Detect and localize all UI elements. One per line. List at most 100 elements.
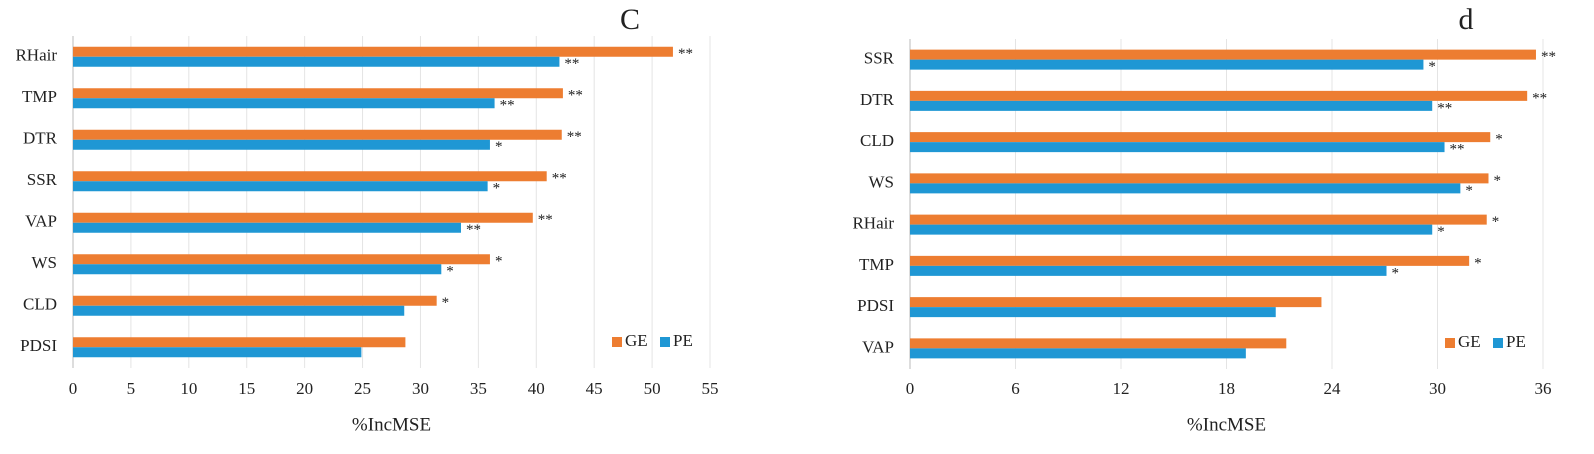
bar — [910, 173, 1489, 184]
y-tick-label: DTR — [860, 90, 895, 109]
y-tick-label: PDSI — [857, 296, 894, 315]
x-axis-label: %IncMSE — [352, 414, 431, 435]
legend-label: PE — [673, 331, 693, 350]
significance-label: * — [1437, 224, 1445, 240]
chart-title: d — [1459, 3, 1474, 36]
legend-label: GE — [1458, 332, 1481, 351]
bar — [73, 212, 533, 223]
significance-label: * — [1495, 132, 1503, 148]
y-tick-label: TMP — [22, 87, 57, 106]
significance-label: ** — [568, 88, 583, 104]
y-tick-label: PDSI — [20, 336, 57, 355]
bar — [910, 100, 1433, 111]
y-tick-label: RHair — [852, 214, 894, 233]
x-tick-label: 20 — [296, 379, 313, 398]
bar — [73, 337, 406, 348]
significance-label: * — [1428, 59, 1436, 75]
y-tick-label: TMP — [859, 255, 894, 274]
bar — [910, 59, 1424, 70]
bar — [910, 142, 1445, 153]
x-tick-label: 45 — [586, 379, 603, 398]
bar — [910, 338, 1287, 349]
bar — [73, 129, 562, 140]
x-tick-label: 18 — [1218, 379, 1235, 398]
legend-swatch — [1493, 338, 1503, 348]
significance-label: ** — [552, 171, 567, 187]
x-tick-label: 35 — [470, 379, 487, 398]
bar — [910, 265, 1387, 276]
x-tick-label: 25 — [354, 379, 371, 398]
y-tick-label: WS — [869, 172, 895, 191]
bar — [910, 224, 1433, 235]
legend-label: GE — [625, 331, 648, 350]
bar — [910, 132, 1491, 143]
chart-title: C — [620, 3, 640, 36]
legend-swatch — [1445, 338, 1455, 348]
bar — [910, 297, 1322, 308]
significance-label: ** — [1532, 90, 1547, 106]
legend-swatch — [612, 337, 622, 347]
significance-label: ** — [466, 222, 481, 238]
x-tick-label: 15 — [238, 379, 255, 398]
bar — [910, 49, 1536, 60]
significance-label: ** — [538, 212, 553, 228]
legend-label: PE — [1506, 332, 1526, 351]
y-tick-label: VAP — [25, 212, 57, 231]
x-tick-label: 0 — [906, 379, 915, 398]
bar — [73, 181, 488, 192]
bar — [73, 295, 437, 306]
bar — [73, 305, 405, 316]
bar — [910, 214, 1487, 225]
bar — [910, 183, 1461, 194]
bar — [910, 255, 1470, 266]
significance-label: * — [1493, 173, 1501, 189]
bar — [910, 90, 1528, 101]
significance-label: ** — [1437, 100, 1452, 116]
x-tick-label: 6 — [1011, 379, 1020, 398]
x-tick-label: 5 — [127, 379, 136, 398]
significance-label: * — [493, 181, 501, 197]
y-tick-label: DTR — [23, 129, 58, 148]
x-tick-label: 12 — [1113, 379, 1130, 398]
bar — [73, 98, 495, 109]
significance-label: * — [446, 264, 454, 280]
significance-label: ** — [1450, 142, 1465, 158]
y-tick-label: CLD — [23, 295, 57, 314]
significance-label: * — [1392, 265, 1400, 281]
significance-label: * — [1465, 183, 1473, 199]
bar — [73, 347, 362, 358]
bar — [73, 264, 442, 275]
x-tick-label: 36 — [1535, 379, 1552, 398]
y-tick-label: CLD — [860, 131, 894, 150]
y-tick-label: SSR — [864, 49, 895, 68]
bar — [910, 348, 1246, 359]
x-tick-label: 40 — [528, 379, 545, 398]
significance-label: * — [1492, 214, 1500, 230]
y-tick-label: WS — [32, 253, 58, 272]
significance-label: * — [442, 295, 450, 311]
x-tick-label: 0 — [69, 379, 78, 398]
significance-label: * — [495, 254, 503, 270]
bar — [73, 88, 563, 99]
bar — [73, 139, 490, 150]
bar — [73, 254, 490, 265]
x-tick-label: 50 — [644, 379, 661, 398]
x-axis-label: %IncMSE — [1187, 414, 1266, 435]
significance-label: ** — [678, 46, 693, 62]
significance-label: ** — [500, 98, 515, 114]
bar — [73, 171, 547, 182]
y-tick-label: VAP — [862, 337, 894, 356]
y-tick-label: SSR — [27, 170, 58, 189]
x-tick-label: 30 — [1429, 379, 1446, 398]
x-tick-label: 24 — [1324, 379, 1342, 398]
bar — [73, 56, 560, 67]
significance-label: ** — [564, 56, 579, 72]
x-tick-label: 30 — [412, 379, 429, 398]
x-tick-label: 10 — [180, 379, 197, 398]
significance-label: * — [495, 139, 503, 155]
bar — [73, 222, 461, 233]
significance-label: ** — [1541, 49, 1556, 65]
bar — [73, 46, 673, 57]
